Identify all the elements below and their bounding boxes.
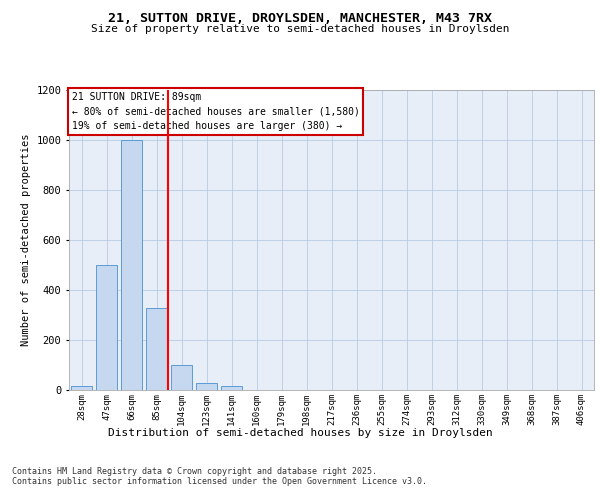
Text: 21, SUTTON DRIVE, DROYLSDEN, MANCHESTER, M43 7RX: 21, SUTTON DRIVE, DROYLSDEN, MANCHESTER,… [108,12,492,26]
Bar [146,308,167,390]
Text: Size of property relative to semi-detached houses in Droylsden: Size of property relative to semi-detach… [91,24,509,34]
Bar [96,265,117,390]
Text: Contains HM Land Registry data © Crown copyright and database right 2025.: Contains HM Land Registry data © Crown c… [12,468,377,476]
Bar [71,386,92,390]
Text: Distribution of semi-detached houses by size in Droylsden: Distribution of semi-detached houses by … [107,428,493,438]
Bar [221,386,242,390]
Y-axis label: Number of semi-detached properties: Number of semi-detached properties [21,134,31,346]
Text: 21 SUTTON DRIVE: 89sqm
← 80% of semi-detached houses are smaller (1,580)
19% of : 21 SUTTON DRIVE: 89sqm ← 80% of semi-det… [71,92,359,131]
Bar [121,140,142,390]
Bar [171,365,192,390]
Text: Contains public sector information licensed under the Open Government Licence v3: Contains public sector information licen… [12,478,427,486]
Bar [196,382,217,390]
